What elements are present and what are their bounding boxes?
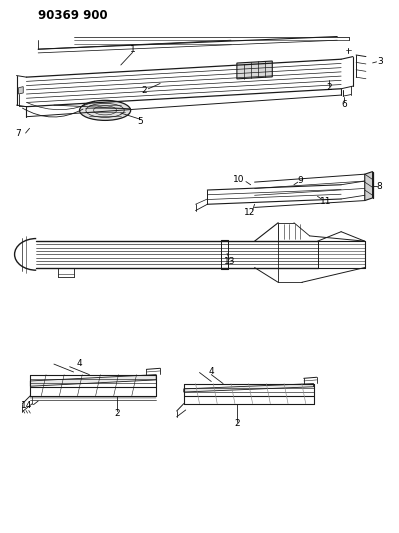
Text: 2: 2: [326, 83, 332, 92]
Text: 12: 12: [244, 208, 255, 217]
Text: 5: 5: [138, 117, 143, 126]
Polygon shape: [18, 87, 23, 94]
Text: 10: 10: [233, 175, 245, 184]
Text: 4: 4: [209, 367, 214, 376]
Text: 7: 7: [15, 129, 21, 138]
Polygon shape: [184, 384, 314, 392]
Text: 3: 3: [377, 58, 383, 66]
Text: 90369 900: 90369 900: [38, 10, 108, 22]
Text: 13: 13: [224, 257, 235, 266]
Text: 1: 1: [130, 45, 136, 54]
Polygon shape: [30, 375, 156, 386]
Text: 4: 4: [77, 359, 82, 368]
Text: 6: 6: [342, 100, 347, 109]
Text: 2: 2: [114, 409, 120, 418]
Text: 2: 2: [142, 86, 147, 95]
Ellipse shape: [79, 100, 130, 120]
Polygon shape: [365, 172, 373, 200]
Text: 11: 11: [320, 197, 331, 206]
Text: 14: 14: [21, 401, 32, 410]
Text: 9: 9: [297, 176, 303, 185]
Text: 8: 8: [376, 182, 382, 191]
Text: 2: 2: [234, 419, 240, 428]
Polygon shape: [237, 61, 272, 79]
